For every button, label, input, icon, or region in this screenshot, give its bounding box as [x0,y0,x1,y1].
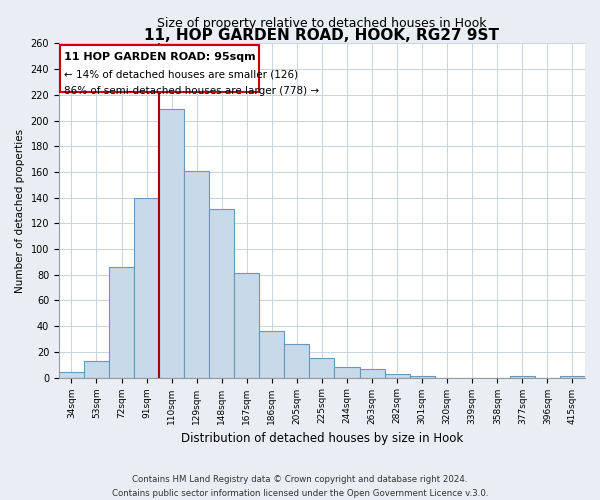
Bar [134,198,159,378]
Bar [84,361,109,378]
Bar [284,344,310,378]
Bar [234,274,259,378]
Bar [109,267,134,378]
Bar [159,109,184,378]
Y-axis label: Number of detached properties: Number of detached properties [15,128,25,292]
Bar [310,358,334,378]
Title: 11, HOP GARDEN ROAD, HOOK, RG27 9ST: 11, HOP GARDEN ROAD, HOOK, RG27 9ST [145,28,499,44]
Bar [59,372,84,378]
Bar [385,374,410,378]
Text: Contains HM Land Registry data © Crown copyright and database right 2024.
Contai: Contains HM Land Registry data © Crown c… [112,476,488,498]
Text: 86% of semi-detached houses are larger (778) →: 86% of semi-detached houses are larger (… [64,86,319,96]
Text: ← 14% of detached houses are smaller (126): ← 14% of detached houses are smaller (12… [64,69,298,79]
X-axis label: Distribution of detached houses by size in Hook: Distribution of detached houses by size … [181,432,463,445]
FancyBboxPatch shape [60,44,259,92]
Text: Size of property relative to detached houses in Hook: Size of property relative to detached ho… [157,17,487,30]
Bar [184,170,209,378]
Bar [334,368,359,378]
Bar [510,376,535,378]
Bar [359,368,385,378]
Bar [410,376,434,378]
Bar [209,209,234,378]
Bar [560,376,585,378]
Bar [259,332,284,378]
Text: 11 HOP GARDEN ROAD: 95sqm: 11 HOP GARDEN ROAD: 95sqm [64,52,256,62]
